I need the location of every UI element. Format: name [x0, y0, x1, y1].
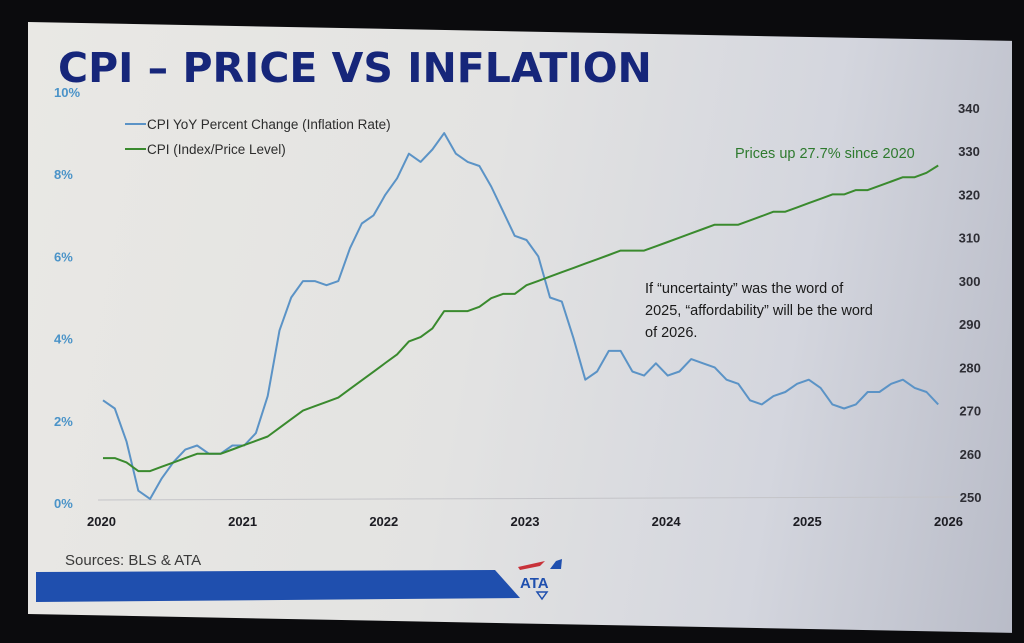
y-right-tick-label: 250 — [960, 490, 982, 505]
y-right-tick-label: 280 — [959, 360, 981, 375]
sources-text: Sources: BLS & ATA — [65, 552, 201, 569]
y-right-tick-label: 330 — [958, 144, 980, 159]
y-right-tick-label: 260 — [960, 447, 982, 462]
x-tick-label: 2020 — [87, 514, 116, 529]
y-left-tick-label: 6% — [54, 249, 73, 264]
note-line-2: 2025, “affordability” will be the word — [645, 303, 873, 319]
x-axis-line — [97, 496, 959, 501]
y-left-tick-label: 0% — [54, 496, 73, 511]
x-tick-label: 2023 — [511, 514, 540, 529]
y-right-tick-label: 270 — [959, 404, 981, 419]
y-right-tick-label: 300 — [959, 274, 981, 289]
footer-band — [36, 570, 520, 602]
y-right-tick-label: 290 — [959, 317, 981, 332]
x-tick-label: 2021 — [228, 514, 257, 529]
ata-logo: ATA — [518, 559, 562, 601]
y-right-tick-label: 320 — [958, 187, 980, 202]
y-left-tick-label: 4% — [54, 332, 73, 347]
y-right-tick-label: 310 — [959, 231, 981, 246]
y-left-tick-label: 8% — [54, 167, 73, 182]
cpi-index-line — [103, 164, 939, 473]
legend: CPI YoY Percent Change (Inflation Rate) … — [125, 117, 391, 157]
x-tick-label: 2022 — [369, 514, 398, 529]
x-tick-label: 2024 — [652, 514, 682, 529]
y-right-tick-label: 340 — [958, 101, 980, 116]
note-line-3: of 2026. — [645, 325, 697, 341]
note-line-1: If “uncertainty” was the word of — [645, 281, 844, 297]
legend-label-inflation: CPI YoY Percent Change (Inflation Rate) — [147, 117, 391, 132]
x-tick-label: 2025 — [793, 514, 822, 529]
ata-logo-text: ATA — [520, 575, 549, 592]
slide-title: CPI – PRICE VS INFLATION — [58, 44, 652, 92]
x-tick-label: 2026 — [934, 514, 963, 529]
y-left-tick-label: 10% — [54, 85, 80, 100]
legend-label-cpi: CPI (Index/Price Level) — [147, 142, 286, 157]
y-left-tick-label: 2% — [54, 414, 73, 429]
annotation-prices-up: Prices up 27.7% since 2020 — [735, 146, 915, 162]
